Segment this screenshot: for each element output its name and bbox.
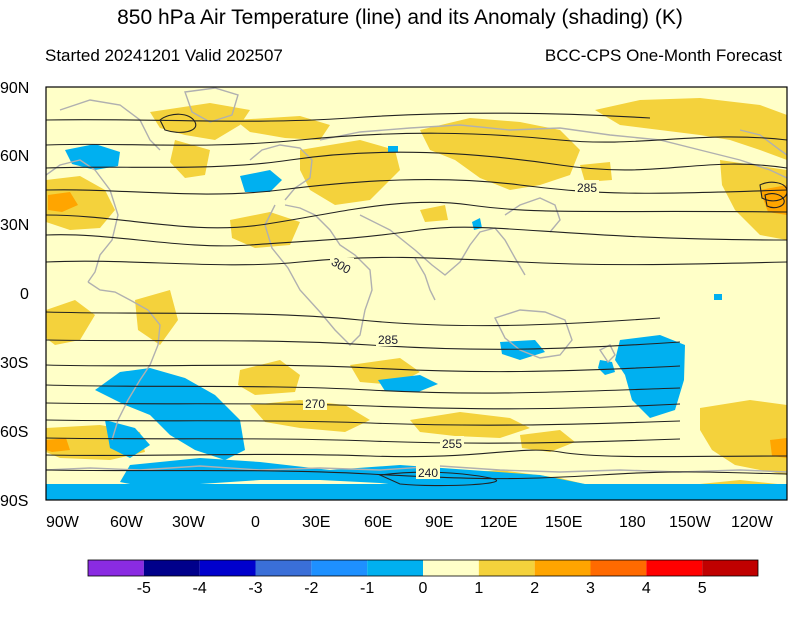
colorbar-outline <box>87 559 759 577</box>
colorbar-tick-label: 5 <box>698 580 707 597</box>
contour-label: 270 <box>305 397 325 411</box>
colorbar-swatch <box>702 560 758 576</box>
longitude-label: 90W <box>46 514 80 531</box>
map-frame <box>45 86 788 501</box>
contour-label-group: 285 300 285 270 255 240 <box>303 180 599 480</box>
colorbar-swatch <box>367 560 423 576</box>
colorbar-ticks: -5 -4 -3 -2 -1 0 1 2 3 4 5 <box>137 580 707 597</box>
colorbar-tick-label: 2 <box>530 580 539 597</box>
longitude-axis: 90W 60W 30W 0 30E 60E 90E 120E 150E 180 … <box>46 514 774 531</box>
colorbar-swatch <box>478 560 535 576</box>
colorbar-tick-label: -5 <box>137 580 151 597</box>
colorbar-tick-label: 3 <box>586 580 595 597</box>
forecast-source: BCC-CPS One-Month Forecast <box>544 46 782 65</box>
longitude-label: 120E <box>480 514 517 531</box>
latitude-label: 60S <box>0 424 28 441</box>
temperature-contours <box>46 112 787 487</box>
contour-label: 285 <box>577 181 597 195</box>
longitude-label: 150W <box>669 514 712 531</box>
latitude-label: 60N <box>0 148 29 165</box>
colorbar-swatch <box>646 560 703 576</box>
colorbar-tick-label: -2 <box>304 580 318 597</box>
contour-label: 285 <box>378 333 398 347</box>
longitude-label: 60E <box>364 514 392 531</box>
latitude-label: 30S <box>0 355 28 372</box>
map-title: 850 hPa Air Temperature (line) and its A… <box>117 6 683 29</box>
colorbar-swatch <box>311 560 368 576</box>
latitude-label: 90N <box>0 80 29 97</box>
colorbar-swatch <box>143 560 200 576</box>
negative-anomaly-regions <box>46 144 787 500</box>
colorbar-swatch <box>199 560 256 576</box>
colorbar-swatch <box>534 560 591 576</box>
colorbar-tick-label: 0 <box>419 580 428 597</box>
longitude-label: 150E <box>545 514 582 531</box>
longitude-label: 30E <box>302 514 330 531</box>
colorbar-tick-label: 4 <box>642 580 651 597</box>
colorbar-swatch <box>255 560 312 576</box>
latitude-label: 90S <box>0 493 28 510</box>
contour-label: 240 <box>418 466 438 480</box>
latitude-label: 30N <box>0 217 29 234</box>
forecast-dates: Started 20241201 Valid 202507 <box>45 46 283 65</box>
longitude-label: 60W <box>110 514 144 531</box>
map-field <box>46 87 787 500</box>
colorbar-tick-label: -1 <box>360 580 374 597</box>
longitude-label: 120W <box>731 514 774 531</box>
latitude-axis: 90N 60N 30N 0 30S 60S 90S <box>0 80 29 510</box>
colorbar-tick-label: -3 <box>248 580 262 597</box>
colorbar-tick-label: 1 <box>474 580 483 597</box>
colorbar-swatch <box>590 560 647 576</box>
colorbar <box>87 559 759 577</box>
colorbar-tick-label: -4 <box>193 580 207 597</box>
colorbar-swatch <box>423 560 479 576</box>
contour-label: 255 <box>442 437 462 451</box>
longitude-label: 0 <box>251 514 260 531</box>
anomaly-background <box>46 87 787 500</box>
longitude-label: 180 <box>619 514 646 531</box>
longitude-label: 90E <box>425 514 453 531</box>
colorbar-swatch <box>88 560 144 576</box>
longitude-label: 30W <box>172 514 206 531</box>
strong-positive-regions <box>46 185 787 458</box>
latitude-label: 0 <box>20 286 29 303</box>
